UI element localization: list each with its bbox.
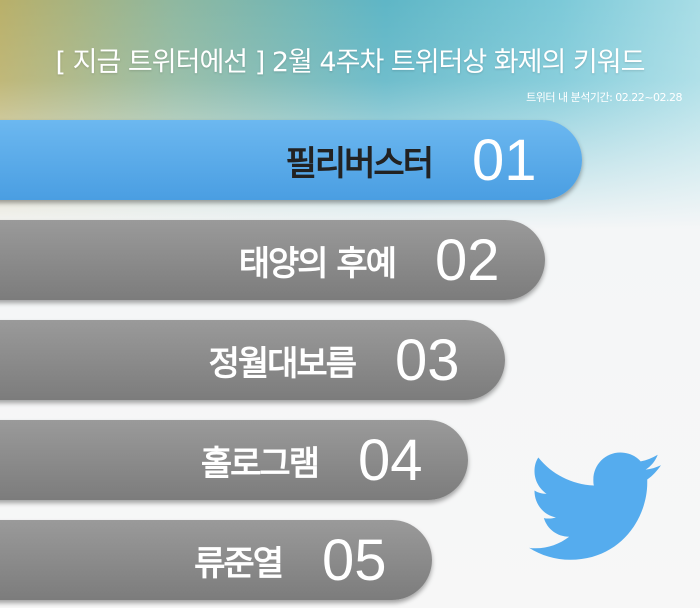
keyword-label: 태양의 후예 [238, 243, 397, 284]
keyword-label: 류준열 [194, 543, 284, 584]
keyword-bar-4: 홀로그램 04 [0, 420, 468, 500]
keyword-rank: 02 [435, 227, 500, 293]
keyword-bar-3: 정월대보름 03 [0, 320, 505, 400]
twitter-bird-icon [529, 452, 661, 560]
page-title: [ 지금 트위터에선 ] 2월 4주차 트위터상 화제의 키워드 [55, 47, 646, 78]
keyword-rank: 05 [322, 527, 387, 593]
keyword-label: 필리버스터 [285, 143, 434, 184]
keyword-bar-1: 필리버스터 01 [0, 120, 582, 200]
keyword-bar-5: 류준열 05 [0, 520, 432, 600]
keyword-rank: 03 [395, 327, 460, 393]
keyword-rank: 01 [472, 127, 537, 193]
keyword-label: 홀로그램 [200, 443, 320, 484]
keyword-rank: 04 [358, 427, 423, 493]
keyword-label: 정월대보름 [208, 343, 357, 384]
keyword-bar-2: 태양의 후예 02 [0, 220, 545, 300]
analysis-period: 트위터 내 분석기간: 02.22~02.28 [526, 91, 682, 104]
